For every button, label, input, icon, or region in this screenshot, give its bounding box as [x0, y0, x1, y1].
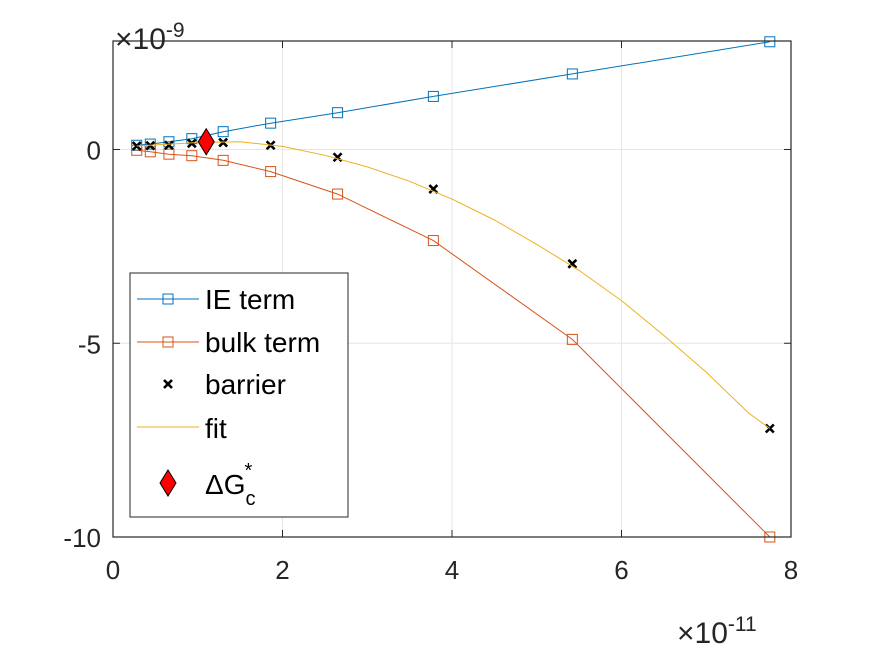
legend-marker-ie-term — [162, 293, 174, 305]
x-tick-label: 8 — [784, 555, 798, 585]
data-point-bulk-term — [332, 188, 344, 200]
legend-item-bulk-term: bulk term — [137, 327, 320, 358]
y-tick-label: -10 — [63, 523, 101, 553]
legend-item-fit: fit — [137, 413, 227, 444]
data-point-bulk-term — [265, 166, 277, 178]
legend: IE term bulk term barrier fit ΔGc* — [129, 272, 349, 518]
legend-marker-barrier — [163, 379, 173, 389]
legend-label-ie-term: IE term — [205, 284, 295, 315]
legend-marker-critical-point — [159, 469, 177, 497]
legend-label-bulk-term: bulk term — [205, 327, 320, 358]
data-point-barrier — [428, 184, 439, 194]
x-multiplier: ×10-11 — [677, 613, 757, 650]
legend-label-critical-point: ΔGc* — [205, 460, 255, 510]
x-tick-label: 0 — [106, 555, 120, 585]
critical-point-marker — [197, 127, 215, 156]
data-point-barrier — [164, 140, 174, 151]
data-point-bulk-term — [217, 154, 229, 166]
data-point-barrier — [764, 423, 775, 434]
x-tick-label: 6 — [614, 555, 628, 585]
x-tick-label: 4 — [445, 555, 459, 585]
data-point-bulk-term — [566, 333, 578, 345]
data-point-ie-term — [332, 107, 344, 119]
axis-ticks: 0 2 4 6 8 -10 -5 0 — [63, 41, 798, 585]
series-line-fit — [136, 141, 771, 429]
data-point-ie-term — [427, 90, 439, 102]
data-point-ie-term — [265, 117, 277, 129]
legend-label-fit: fit — [205, 413, 227, 444]
data-point-ie-term — [566, 68, 578, 80]
legend-item-critical-point: ΔGc* — [159, 460, 255, 510]
data-point-barrier — [567, 258, 578, 269]
x-tick-label: 2 — [275, 555, 289, 585]
legend-item-ie-term: IE term — [137, 284, 295, 315]
series-line-bulk-term — [136, 149, 771, 538]
data-point-bulk-term — [163, 148, 175, 160]
legend-marker-bulk-term — [162, 336, 174, 348]
series-fit — [136, 141, 771, 429]
data-point-ie-term — [764, 36, 776, 48]
data-point-bulk-term — [186, 150, 198, 162]
data-point-bulk-term — [427, 235, 439, 247]
legend-item-barrier: barrier — [163, 369, 286, 400]
data-point-ie-term — [144, 138, 156, 150]
y-tick-label: 0 — [87, 136, 101, 166]
legend-label-barrier: barrier — [205, 369, 286, 400]
y-multiplier: ×10-9 — [115, 19, 185, 56]
series-line-ie-term — [136, 41, 770, 146]
y-tick-label: -5 — [78, 329, 101, 359]
data-point-ie-term — [217, 126, 229, 138]
